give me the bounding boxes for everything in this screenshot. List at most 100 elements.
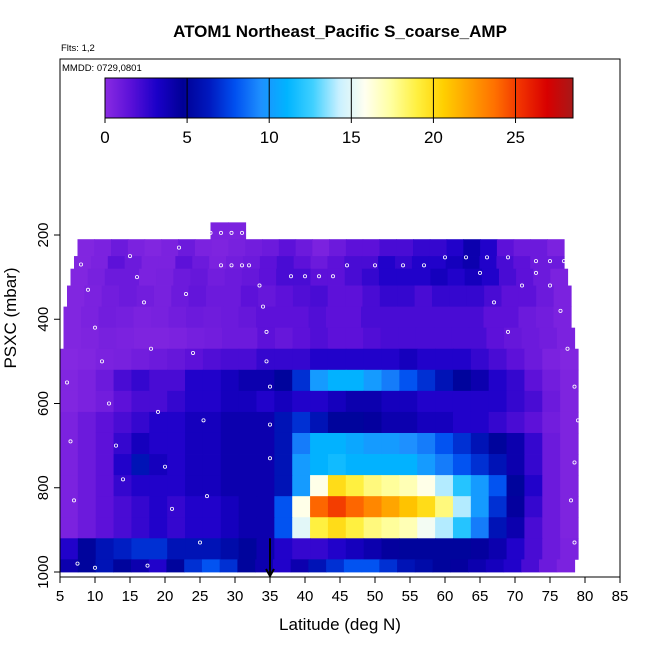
heat-cell: [167, 475, 186, 497]
heat-cell: [506, 432, 526, 455]
heat-cell: [95, 538, 115, 560]
heat-cell: [363, 432, 383, 455]
heat-cell: [506, 475, 526, 497]
heat-cell: [274, 390, 293, 413]
heat-cell: [399, 432, 418, 455]
heat-cell: [345, 496, 365, 518]
heat-cell: [524, 538, 543, 560]
heat-cell: [470, 538, 490, 560]
heat-cell: [361, 256, 379, 270]
heat-cell: [310, 496, 329, 518]
heat-cell: [539, 559, 558, 573]
sample-point: [162, 464, 167, 469]
mmdd-label: MMDD: 0729,0801: [62, 63, 142, 74]
sample-point: [121, 477, 126, 482]
sample-point: [572, 540, 577, 545]
heat-cell: [161, 239, 179, 257]
heat-cell: [149, 432, 168, 455]
heat-cell: [77, 390, 97, 413]
heat-cell: [435, 390, 454, 413]
y-axis-label: PSXC (mbar): [1, 267, 20, 368]
heat-cell: [224, 268, 243, 286]
x-tick-label: 70: [507, 588, 524, 605]
heat-cell: [220, 411, 240, 434]
heat-cell: [413, 306, 432, 329]
heat-cell: [113, 475, 133, 497]
heat-cell: [131, 475, 150, 497]
heat-cell: [378, 306, 397, 329]
heat-cell: [153, 285, 172, 308]
x-tick-label: 65: [472, 588, 489, 605]
heat-cell: [553, 285, 572, 308]
sample-point: [93, 565, 98, 570]
heat-cell: [77, 559, 97, 573]
heat-cell: [488, 432, 508, 455]
colorbar: [104, 77, 574, 119]
heat-cell: [70, 268, 89, 286]
heat-cell: [113, 411, 133, 434]
sample-point: [218, 263, 223, 268]
heat-cell: [60, 496, 79, 518]
heat-cell: [95, 475, 115, 497]
sample-point: [176, 245, 181, 250]
y-tick-label: 800: [35, 475, 52, 500]
heat-cell: [327, 256, 345, 270]
heat-cell: [185, 369, 204, 392]
x-tick: 5: [56, 577, 64, 605]
colorbar-tick: 25: [506, 78, 525, 147]
heat-cell: [259, 256, 278, 270]
heat-cell: [81, 327, 100, 350]
heat-cell: [169, 327, 188, 350]
heat-cell: [77, 496, 97, 518]
heat-cell: [417, 538, 436, 560]
heat-cell: [202, 538, 222, 560]
heat-cell: [149, 390, 168, 413]
y-tick: 400: [35, 307, 60, 332]
heat-cell: [293, 256, 312, 270]
y-tick-label: 600: [35, 391, 52, 416]
heat-cell: [361, 268, 380, 286]
heat-cell: [308, 306, 327, 329]
colorbar-tick: 10: [260, 78, 279, 147]
heat-cell: [136, 285, 155, 308]
heat-cell: [463, 239, 481, 257]
sample-point: [257, 283, 262, 288]
x-tick-label: 25: [192, 588, 209, 605]
x-tick: 55: [402, 577, 418, 605]
sample-point: [114, 443, 119, 448]
heat-cell: [308, 559, 327, 573]
heat-cell: [428, 256, 447, 270]
x-tick-label: 50: [367, 588, 384, 605]
sample-point: [93, 325, 98, 330]
heat-cell: [149, 411, 168, 434]
y-tick-label: 400: [35, 307, 52, 332]
heat-cell: [542, 369, 561, 392]
heat-cell: [238, 306, 257, 329]
heat-cell: [488, 411, 508, 434]
heat-cell: [560, 517, 579, 539]
heat-cell: [124, 256, 143, 270]
heat-cell: [524, 475, 543, 497]
heat-cell: [292, 285, 311, 308]
heat-cell: [77, 517, 97, 539]
heat-cell: [238, 411, 258, 434]
colorbar-tick-label: 25: [506, 128, 525, 147]
heat-cell: [445, 256, 464, 270]
heat-cell: [223, 285, 242, 308]
heat-cell: [506, 517, 526, 539]
heat-cell: [209, 256, 227, 270]
heat-cell: [327, 285, 346, 308]
heat-cell: [327, 538, 347, 560]
sample-point: [267, 456, 272, 461]
heat-cell: [77, 538, 97, 560]
sample-point: [463, 255, 468, 260]
colorbar-tick-label: 5: [182, 128, 191, 147]
heat-cell: [448, 306, 467, 329]
heat-cell: [149, 475, 168, 497]
heat-cell: [327, 327, 347, 350]
sample-point: [288, 274, 293, 279]
heat-cell: [144, 239, 162, 257]
sample-point: [421, 263, 426, 268]
heat-cell: [542, 475, 561, 497]
heat-cell: [220, 454, 240, 476]
